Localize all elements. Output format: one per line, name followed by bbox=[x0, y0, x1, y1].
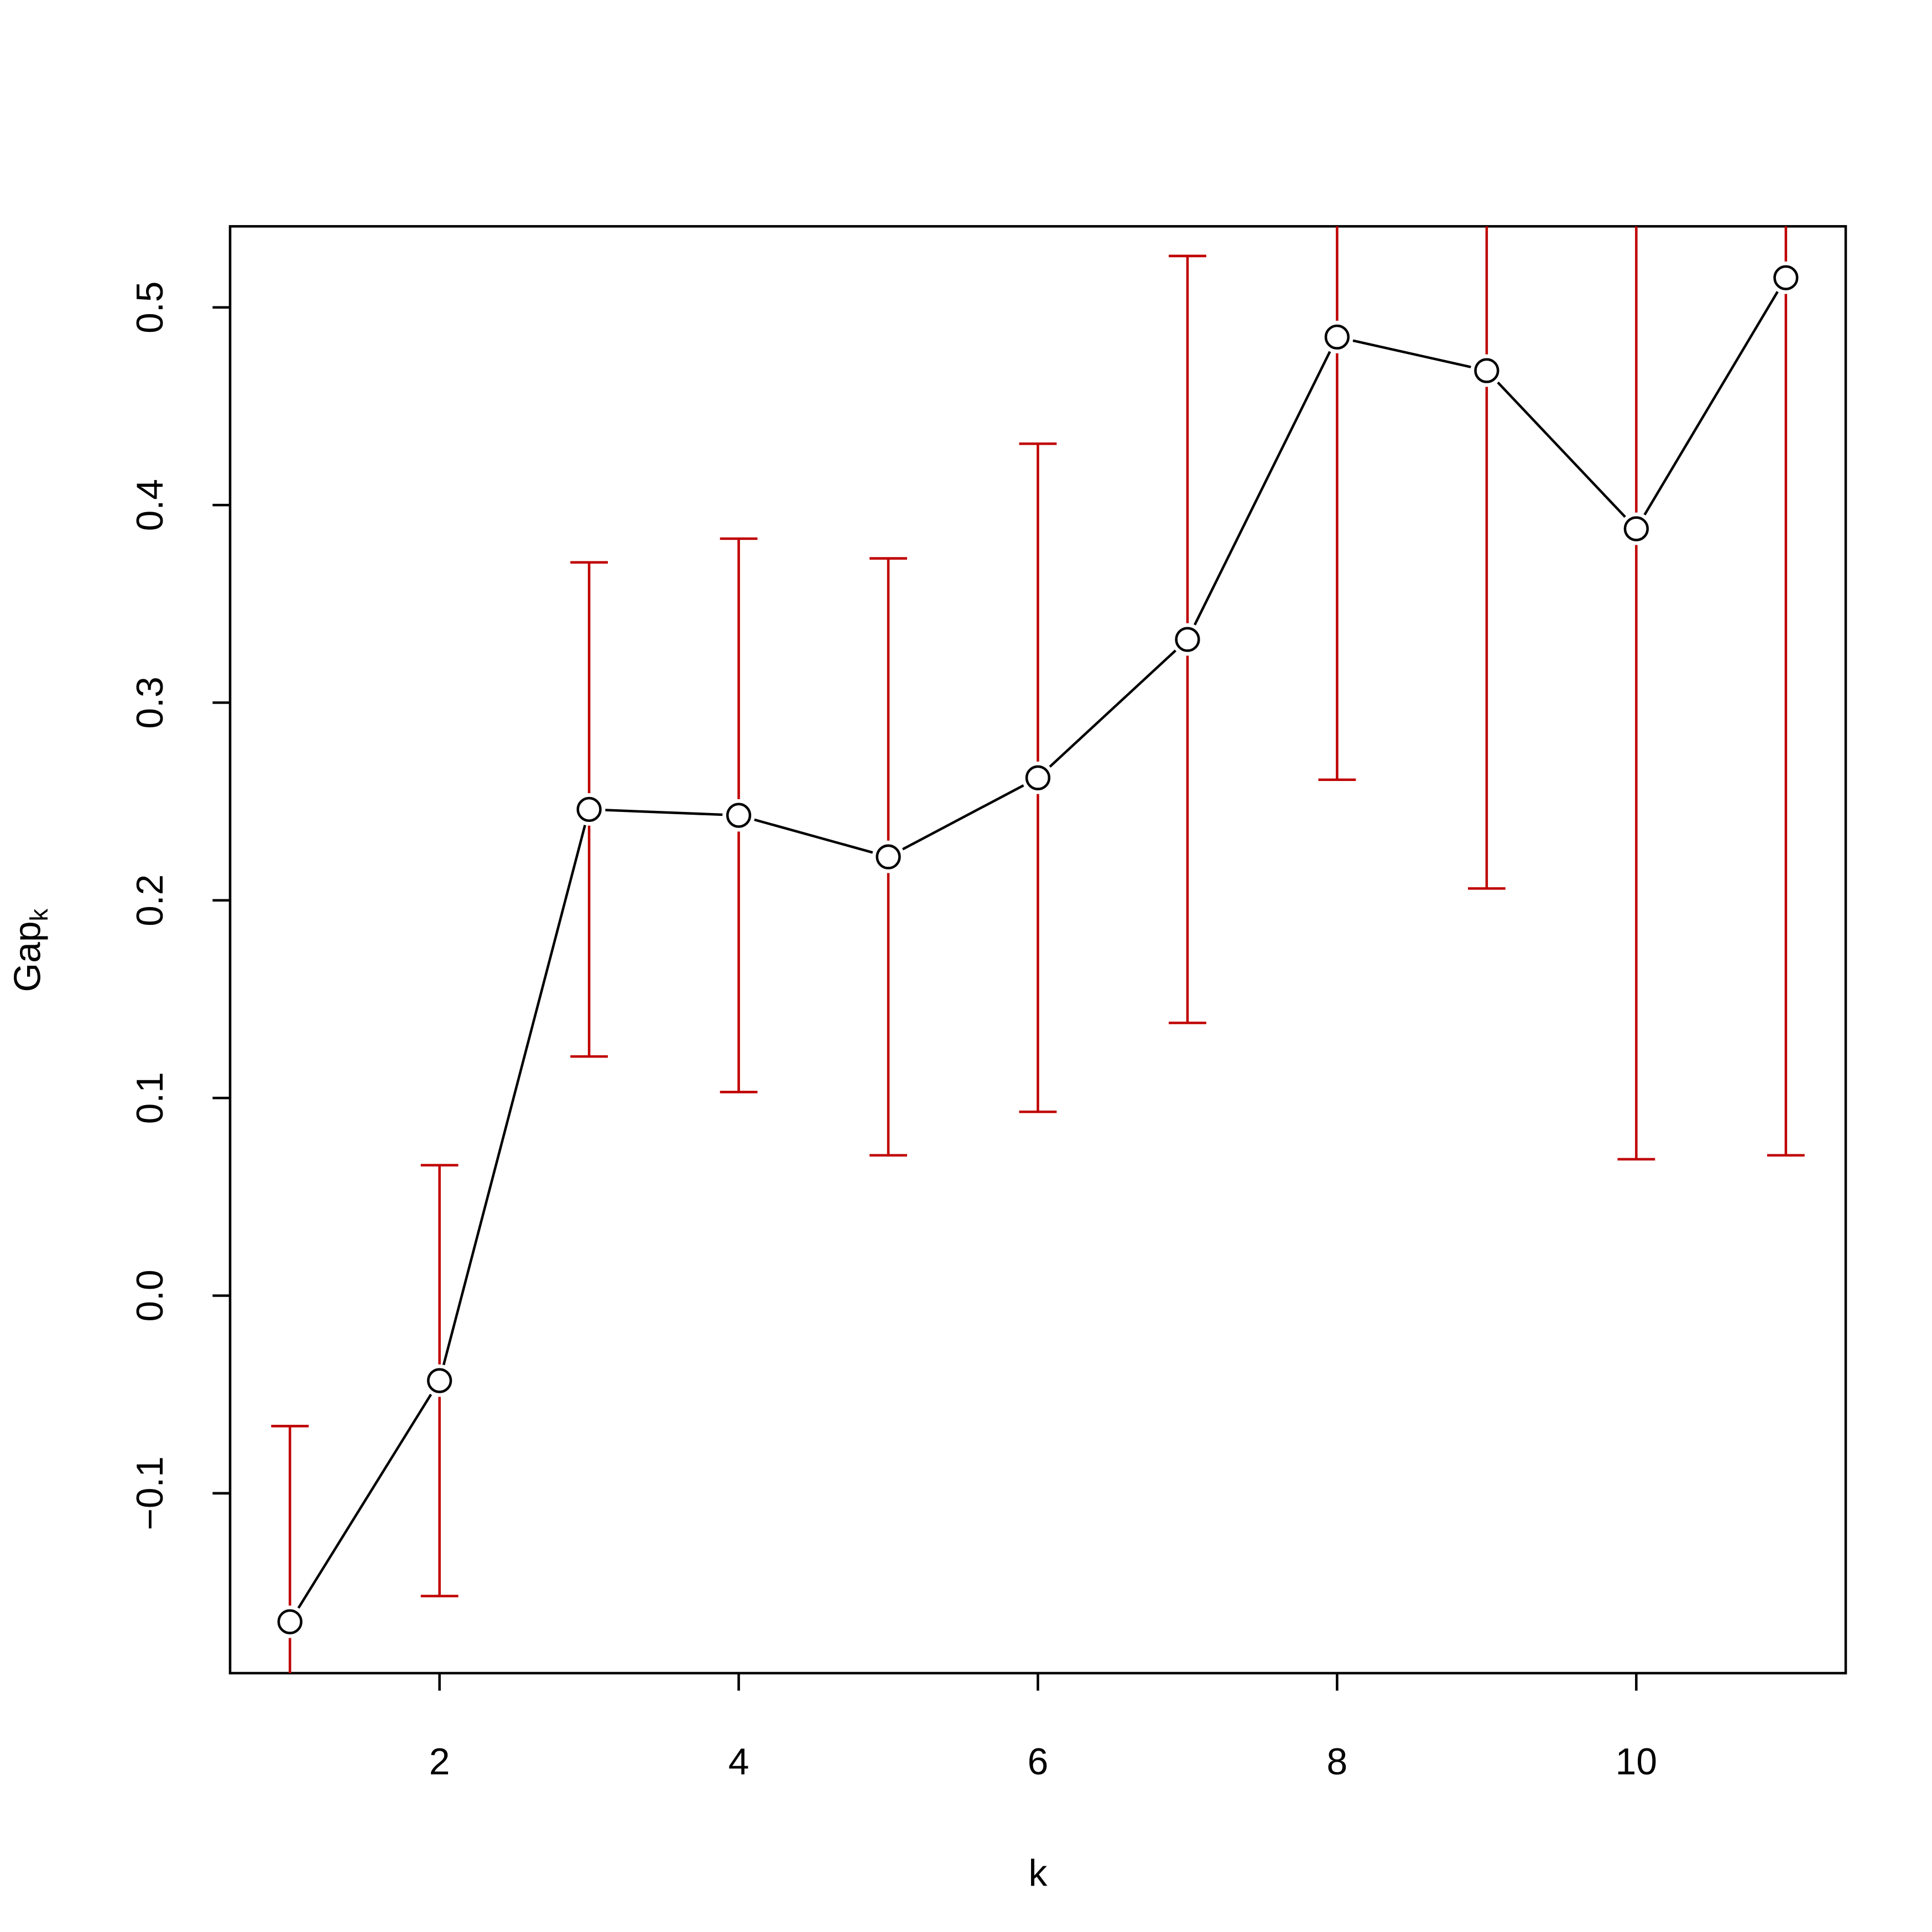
point bbox=[1623, 516, 1649, 541]
y-tick-label: 0.1 bbox=[129, 1072, 171, 1124]
x-tick-label: 6 bbox=[1028, 1741, 1049, 1783]
y-tick-label: 0.4 bbox=[129, 479, 171, 531]
x-tick-label: 4 bbox=[728, 1741, 749, 1783]
error-bar bbox=[1467, 226, 1506, 890]
x-axis-title: k bbox=[1029, 1852, 1048, 1894]
x-tick-label: 2 bbox=[429, 1741, 450, 1783]
y-tick-label: 0.0 bbox=[129, 1269, 171, 1321]
y-tick-label: 0.3 bbox=[129, 676, 171, 728]
y-tick-label: 0.5 bbox=[129, 282, 171, 334]
error-bar bbox=[1617, 226, 1655, 1161]
error-bar bbox=[1318, 226, 1356, 782]
y-tick-label: −0.1 bbox=[129, 1456, 171, 1530]
point bbox=[1175, 627, 1200, 652]
point bbox=[1773, 265, 1799, 290]
point bbox=[277, 1609, 303, 1634]
x-tick-label: 8 bbox=[1327, 1741, 1348, 1783]
point bbox=[576, 796, 602, 822]
point bbox=[1324, 324, 1350, 350]
y-axis-title-main: Gap bbox=[7, 921, 48, 992]
y-axis-title-subscript: k bbox=[25, 908, 53, 921]
point bbox=[1474, 358, 1499, 383]
point bbox=[726, 803, 752, 828]
y-tick-label: 0.2 bbox=[129, 874, 171, 926]
x-tick-label: 10 bbox=[1616, 1741, 1657, 1783]
point bbox=[1025, 765, 1051, 790]
error-bar bbox=[1767, 226, 1805, 1157]
y-axis-title: Gapk bbox=[7, 908, 53, 992]
plot-area bbox=[271, 226, 1805, 1674]
point bbox=[876, 844, 901, 869]
point bbox=[427, 1368, 452, 1393]
